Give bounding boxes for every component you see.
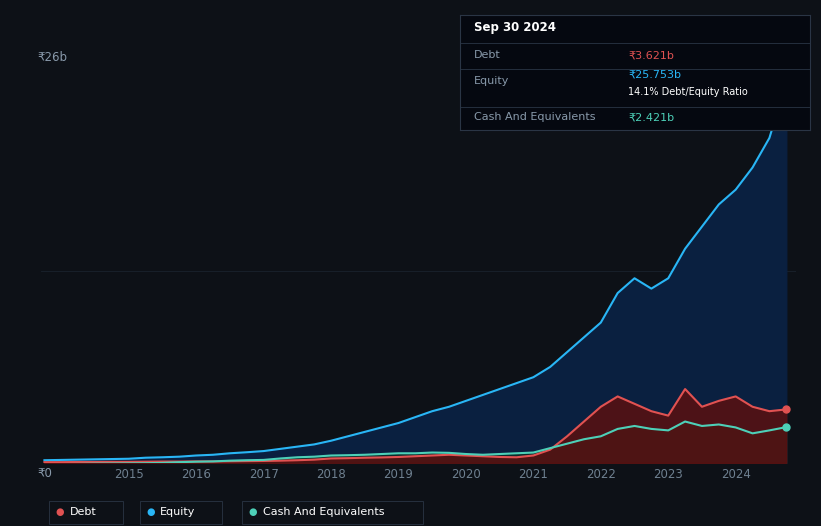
Text: Cash And Equivalents: Cash And Equivalents (263, 507, 384, 518)
Text: ₹25.753b: ₹25.753b (628, 70, 681, 80)
Text: Equity: Equity (474, 76, 509, 86)
Text: ₹3.621b: ₹3.621b (628, 50, 674, 60)
Text: Cash And Equivalents: Cash And Equivalents (474, 113, 595, 123)
Text: ●: ● (249, 507, 257, 518)
Text: ₹0: ₹0 (37, 467, 53, 480)
Text: Debt: Debt (474, 50, 501, 60)
Point (780, 423, 793, 431)
Point (780, 405, 793, 413)
Text: ●: ● (56, 507, 64, 518)
Point (780, 78, 793, 87)
Text: ₹2.421b: ₹2.421b (628, 113, 674, 123)
Text: ●: ● (146, 507, 154, 518)
Text: Equity: Equity (160, 507, 195, 518)
Text: Debt: Debt (70, 507, 97, 518)
Text: 14.1% Debt/Equity Ratio: 14.1% Debt/Equity Ratio (628, 87, 748, 97)
Text: ₹26b: ₹26b (37, 50, 67, 64)
Text: Sep 30 2024: Sep 30 2024 (474, 21, 556, 34)
